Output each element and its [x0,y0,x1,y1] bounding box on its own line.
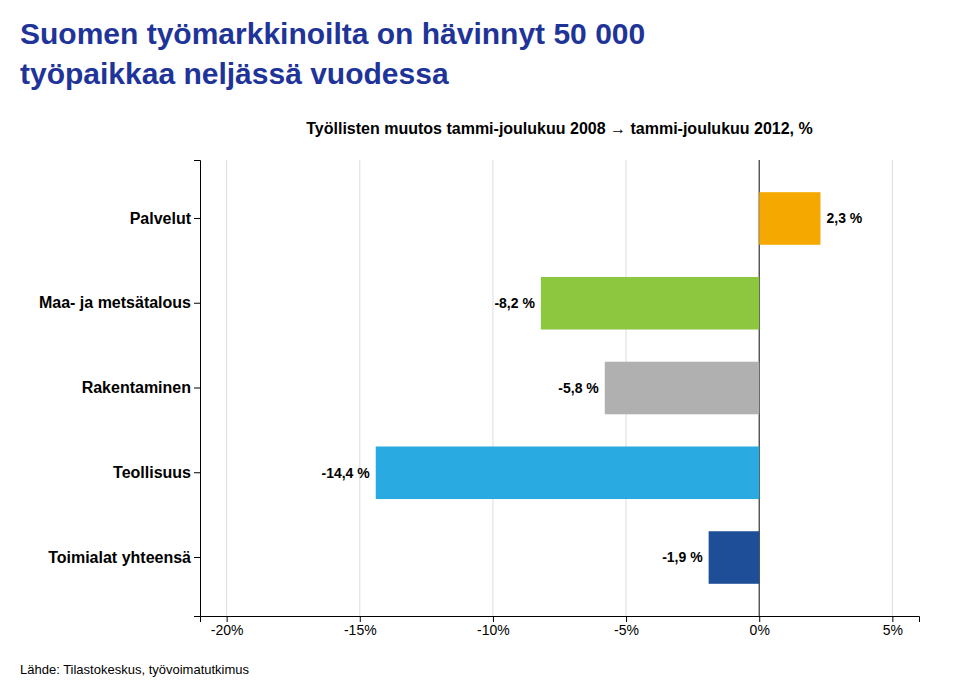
data-label: 2,3 % [826,210,862,226]
y-tick: Rakentaminen [82,379,200,396]
subtitle: Työllisten muutos tammi-joulukuu 2008 → … [306,120,812,137]
x-tick-label: -10% [477,622,510,638]
y-tick-mark [194,472,200,473]
x-tick-label: -15% [344,622,377,638]
data-labels: 2,3 % -8,2 % -5,8 % -14,4 % -1,9 % [322,210,863,565]
x-tick: -10% [477,616,510,638]
x-tick: 5% [883,616,903,638]
bar [541,277,759,330]
y-tick: Palvelut [130,210,200,227]
bar [376,446,759,499]
x-tick-label: 5% [883,622,903,638]
y-tick-mark [194,388,200,389]
bar [605,362,759,415]
x-axis: -20% -15% -10% -5% 0% 5% [201,616,920,638]
x-tick: 0% [750,616,770,638]
x-tick: -15% [344,616,377,638]
bar [759,192,820,245]
grid [227,160,893,616]
x-tick: -20% [211,616,244,638]
y-axis: Palvelut Maa- ja metsätalous Rakentaminen T… [39,161,201,617]
bars [376,192,821,584]
y-tick-label: Rakentaminen [82,379,191,396]
title: Suomen työmarkkinoilta on hävinnyt 50 00… [20,17,645,50]
x-tick-label: -5% [614,622,639,638]
bar [709,531,760,584]
y-tick-label: Maa- ja metsätalous [39,294,191,311]
plot: 2,3 % -8,2 % -5,8 % -14,4 % -1,9 % -20% -15% -1… [39,160,920,638]
grid-line [492,160,493,616]
grid-line [892,160,893,616]
title-group: Suomen työmarkkinoilta on hävinnyt 50 00… [20,17,645,90]
data-label: -8,2 % [494,295,535,311]
data-label: -14,4 % [322,465,371,481]
chart: Suomen työmarkkinoilta on hävinnyt 50 00… [0,0,959,686]
y-tick: Maa- ja metsätalous [39,294,200,311]
footnote: Lähde: Tilastokeskus, työvoimatutkimus [20,662,250,677]
y-tick-label: Teollisuus [113,464,191,481]
x-tick-label: 0% [750,622,770,638]
y-tick: Teollisuus [113,464,200,481]
data-label: -5,8 % [558,380,599,396]
x-tick: -5% [614,616,639,638]
y-tick-mark [194,303,200,304]
y-axis-line [194,161,201,617]
y-tick-label: Toimialat yhteensä [48,549,191,566]
y-tick-label: Palvelut [130,210,192,227]
data-label: -1,9 % [662,549,703,565]
y-tick-mark [194,218,200,219]
x-tick-label: -20% [211,622,244,638]
title: työpaikkaa neljässä vuodessa [20,57,449,90]
x-axis-line [201,617,920,623]
grid-line [226,160,227,616]
y-tick: Toimialat yhteensä [48,549,200,566]
y-tick-mark [194,557,200,558]
grid-line [359,160,360,616]
